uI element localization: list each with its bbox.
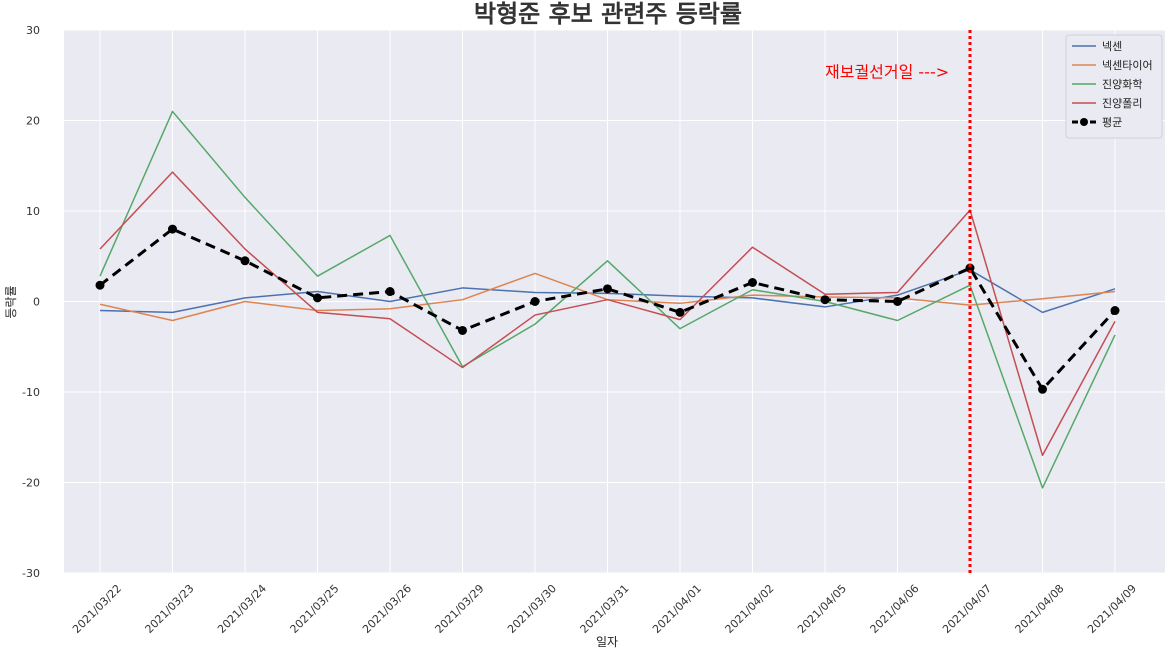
series-line	[99, 171, 1116, 457]
chart-title: 박형준 후보 관련주 등락률	[474, 0, 742, 28]
x-tick-label: 2021/03/29	[433, 582, 487, 636]
y-tick-label: -20	[22, 477, 40, 490]
x-tick-label: 2021/04/09	[1085, 582, 1139, 636]
legend-label: 진양화학	[1102, 78, 1142, 91]
series-point	[313, 293, 322, 303]
series-point	[820, 295, 830, 305]
legend-marker	[1080, 118, 1088, 126]
x-tick-label: 2021/04/08	[1013, 582, 1067, 636]
series-layer	[95, 30, 1120, 573]
election-day-annotation: 재보궐선거일 --->	[825, 62, 949, 81]
y-tick-label: 0	[33, 296, 40, 309]
series-point	[385, 287, 395, 297]
series-point	[893, 297, 902, 306]
series-point	[965, 263, 975, 273]
series-point	[168, 224, 177, 234]
x-axis-ticks: 2021/03/22 2021/03/23 2021/03/24 2021/03/25…	[70, 582, 1139, 636]
series-point	[530, 297, 540, 306]
x-tick-label: 2021/03/26	[360, 582, 414, 636]
x-tick-label: 2021/03/23	[143, 582, 197, 636]
x-tick-label: 2021/04/02	[723, 582, 777, 636]
series-point	[95, 280, 105, 290]
series-point	[458, 325, 467, 335]
x-tick-label: 2021/03/30	[505, 582, 559, 636]
x-tick-label: 2021/03/24	[215, 582, 269, 636]
series-point	[748, 277, 757, 287]
y-tick-label: -30	[22, 567, 40, 580]
y-tick-label: 30	[26, 24, 40, 37]
series-point	[675, 307, 685, 317]
series-point	[603, 284, 612, 294]
series-line	[99, 110, 1116, 489]
series-point	[1110, 306, 1120, 316]
x-tick-label: 2021/03/25	[288, 582, 342, 636]
x-tick-label: 2021/04/06	[868, 582, 922, 636]
x-tick-label: 2021/04/05	[795, 582, 849, 636]
legend-label: 넥센타이어	[1102, 59, 1153, 72]
legend-label: 평균	[1102, 116, 1122, 129]
x-tick-label: 2021/04/07	[940, 582, 994, 636]
series-point	[1038, 384, 1047, 394]
y-axis-label: 등락률	[4, 285, 18, 318]
x-tick-label: 2021/03/22	[70, 582, 124, 636]
x-tick-label: 2021/04/01	[650, 582, 704, 636]
series-point	[240, 256, 250, 266]
legend-box	[1065, 34, 1163, 139]
series-line	[99, 227, 1117, 391]
x-axis-label: 일자	[596, 635, 618, 649]
y-axis-ticks: -30 -20 -10 0 10 20 30	[22, 24, 40, 580]
legend-label: 진양폴리	[1102, 97, 1142, 110]
y-tick-label: 10	[26, 205, 40, 218]
y-tick-label: 20	[26, 115, 40, 128]
x-tick-label: 2021/03/31	[578, 582, 632, 636]
legend-label: 넥센	[1102, 40, 1122, 53]
y-tick-label: -10	[22, 386, 40, 399]
